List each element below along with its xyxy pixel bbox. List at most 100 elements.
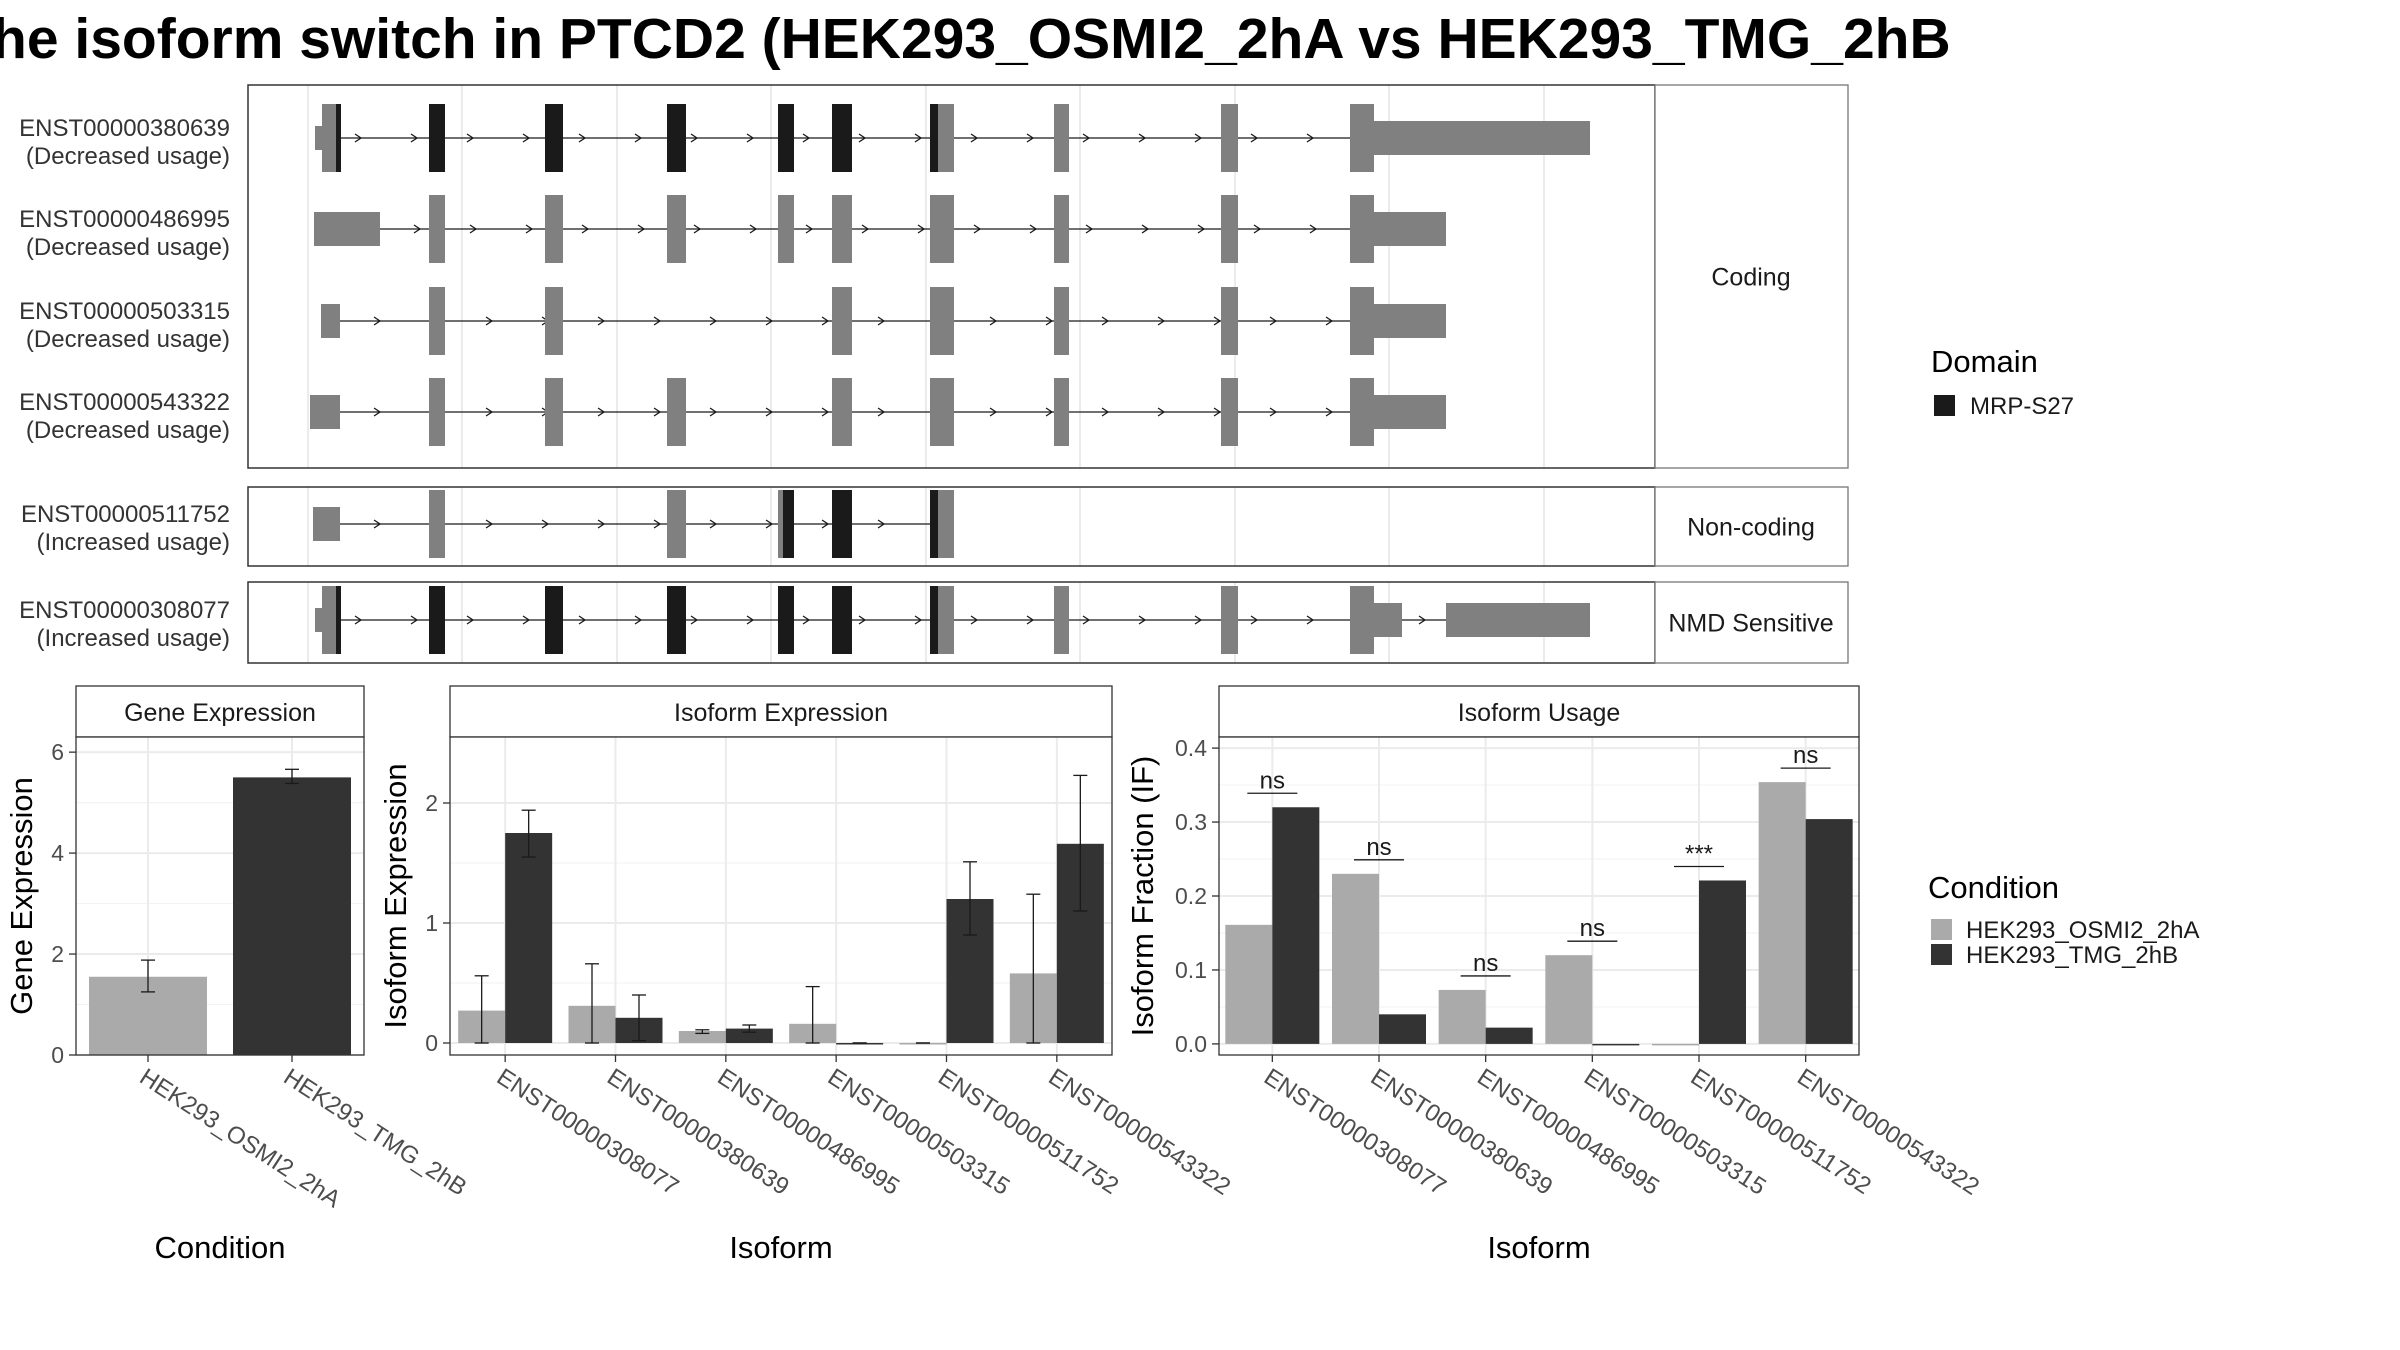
- x-axis-title: Isoform: [1487, 1230, 1590, 1265]
- intron-arrow: [373, 519, 382, 529]
- x-tick-label: ENST00000503315: [1579, 1063, 1771, 1200]
- transcript-usage-label: (Increased usage): [37, 625, 230, 652]
- intron-arrow: [1325, 316, 1334, 326]
- exon: [314, 212, 380, 246]
- intron-arrow: [1101, 407, 1110, 417]
- intron-arrow: [1418, 615, 1427, 625]
- intron-arrow: [802, 615, 811, 625]
- exon: [938, 586, 954, 654]
- intron-arrow: [858, 133, 867, 143]
- y-tick-label: 0.1: [1175, 957, 1207, 983]
- exon: [683, 490, 686, 558]
- intron-arrow: [1309, 224, 1318, 234]
- intron-arrow: [1213, 407, 1222, 417]
- x-tick-label: ENST00000503315: [823, 1063, 1015, 1200]
- exon: [938, 490, 954, 558]
- exon: [429, 378, 445, 446]
- significance-label: ns: [1260, 767, 1285, 794]
- bar: [233, 777, 351, 1055]
- intron-arrow: [989, 316, 998, 326]
- exon: [1054, 586, 1069, 654]
- transcript-usage-label: (Decreased usage): [26, 417, 230, 444]
- plot-border: [449, 736, 1113, 1056]
- domain-exon: [336, 104, 341, 172]
- y-tick-label: 6: [51, 739, 64, 765]
- exon: [1221, 195, 1238, 263]
- x-tick-label: ENST00000511752: [933, 1063, 1123, 1200]
- exon: [322, 104, 336, 172]
- intron-arrow: [1157, 316, 1166, 326]
- domain-exon: [832, 104, 852, 172]
- exon: [315, 126, 322, 150]
- panel-strip: [1218, 685, 1860, 738]
- transcript-id-label: ENST00000308077: [19, 597, 230, 624]
- exon: [1054, 378, 1069, 446]
- significance-label: ns: [1473, 950, 1498, 977]
- exon: [429, 287, 445, 355]
- plot-border: [75, 736, 365, 1056]
- transcript-usage-label: (Increased usage): [37, 529, 230, 556]
- y-axis-title: Isoform Expression: [378, 763, 413, 1028]
- domain-exon: [832, 490, 852, 558]
- exon: [1221, 586, 1238, 654]
- exon: [778, 490, 783, 558]
- exon: [683, 195, 686, 263]
- structure-strip: [1654, 581, 1849, 664]
- intron-arrow: [1101, 316, 1110, 326]
- intron-arrow: [1085, 224, 1094, 234]
- plot-border: [1218, 736, 1860, 1056]
- structure-strip-label: Coding: [1711, 264, 1790, 292]
- bar: [1485, 1027, 1533, 1044]
- intron-arrow: [765, 316, 774, 326]
- intron-arrow: [709, 407, 718, 417]
- bar: [1545, 955, 1593, 1044]
- intron-arrow: [597, 316, 606, 326]
- exon: [429, 490, 445, 558]
- intron-arrow: [1138, 615, 1147, 625]
- exon: [1350, 287, 1374, 355]
- intron-arrow: [709, 519, 718, 529]
- intron-arrow: [1141, 224, 1150, 234]
- y-tick-label: 4: [51, 840, 64, 866]
- exon: [545, 378, 563, 446]
- intron-arrow: [637, 224, 646, 234]
- intron-arrow: [877, 519, 886, 529]
- intron-arrow: [653, 519, 662, 529]
- y-axis-title: Gene Expression: [4, 777, 39, 1015]
- exon: [1374, 395, 1446, 429]
- intron-arrow: [690, 133, 699, 143]
- exon: [1374, 212, 1446, 246]
- intron-arrow: [821, 519, 830, 529]
- intron-arrow: [578, 615, 587, 625]
- bar: [1379, 1014, 1426, 1044]
- exon: [930, 378, 954, 446]
- intron-arrow: [485, 407, 494, 417]
- panel-strip-title: Isoform Expression: [674, 699, 888, 727]
- intron-arrow: [861, 224, 870, 234]
- bar: [678, 1031, 726, 1043]
- intron-arrow: [1138, 133, 1147, 143]
- intron-arrow: [410, 615, 419, 625]
- exon: [667, 378, 686, 446]
- exon: [429, 195, 445, 263]
- domain-exon: [778, 104, 794, 172]
- intron-arrow: [581, 224, 590, 234]
- intron-arrow: [634, 615, 643, 625]
- exon: [1350, 378, 1374, 446]
- bar: [1652, 1043, 1699, 1046]
- intron-arrow: [1269, 407, 1278, 417]
- x-tick-label: ENST00000511752: [1686, 1063, 1876, 1200]
- intron-arrow: [858, 615, 867, 625]
- bar: [1805, 819, 1853, 1044]
- exon: [1221, 287, 1238, 355]
- exon: [778, 195, 794, 263]
- exon: [667, 490, 683, 558]
- exon: [1221, 378, 1238, 446]
- intron-arrow: [522, 133, 531, 143]
- structure-strip: [1654, 84, 1849, 469]
- domain-exon: [783, 490, 794, 558]
- intron-arrow: [914, 615, 923, 625]
- x-tick-label: ENST00000380639: [1366, 1063, 1558, 1200]
- exon: [840, 378, 852, 446]
- structure-strip-label: NMD Sensitive: [1668, 610, 1833, 638]
